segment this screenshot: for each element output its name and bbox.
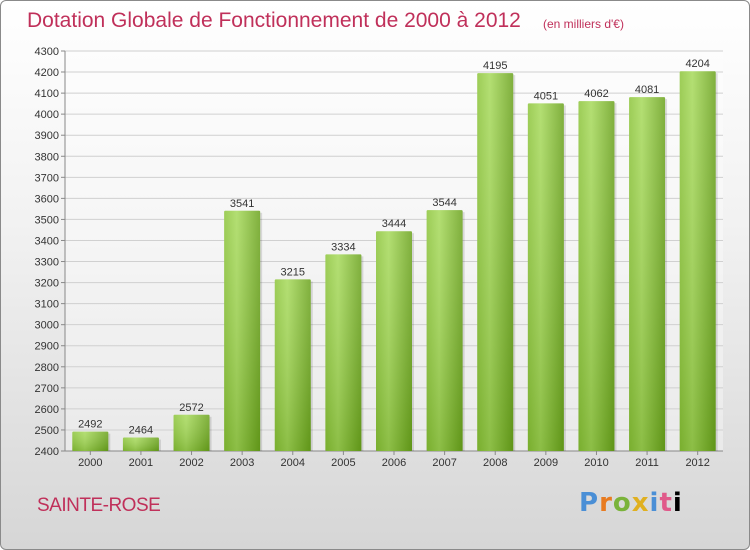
bar-shade xyxy=(376,231,412,451)
y-tick-label: 3300 xyxy=(35,257,59,269)
data-label-2003: 3541 xyxy=(230,198,254,210)
x-tick-label-2000: 2000 xyxy=(78,457,102,469)
chart-title: Dotation Globale de Fonctionnement de 20… xyxy=(27,9,521,32)
bar-shade xyxy=(477,73,514,452)
bar-shade xyxy=(629,97,666,452)
bar-shade xyxy=(426,210,463,451)
x-tick-label-2005: 2005 xyxy=(331,457,355,469)
y-tick-label: 3900 xyxy=(35,130,59,142)
x-tick-label-2012: 2012 xyxy=(685,457,709,469)
x-tick-label-2006: 2006 xyxy=(382,457,406,469)
y-tick-label: 3400 xyxy=(35,235,59,247)
y-tick-label: 3800 xyxy=(35,151,59,163)
y-tick-label: 2900 xyxy=(35,341,59,353)
data-label-2009: 4051 xyxy=(534,90,558,102)
chart-subtitle: (en milliers d'€) xyxy=(543,17,624,31)
y-tick-label: 2800 xyxy=(35,362,59,374)
x-tick-label-2002: 2002 xyxy=(179,457,203,469)
data-label-2011: 4081 xyxy=(635,84,659,96)
x-tick-label-2010: 2010 xyxy=(584,457,608,469)
bar-shade xyxy=(325,254,362,451)
y-tick-label: 4100 xyxy=(35,88,59,100)
y-tick-label: 2500 xyxy=(35,425,59,437)
y-tick-label: 3000 xyxy=(35,320,59,332)
y-tick-label: 4200 xyxy=(35,67,59,79)
x-tick-label-2009: 2009 xyxy=(534,457,558,469)
data-label-2002: 2572 xyxy=(179,402,203,414)
data-label-2001: 2464 xyxy=(129,425,153,437)
bar-chart: 2400 2500 2600 2700 2800 2900 3000 3100 3200 3300… xyxy=(35,46,723,469)
y-tick-label: 3700 xyxy=(35,172,59,184)
y-tick-label: 3600 xyxy=(35,193,59,205)
y-tick-label: 3100 xyxy=(35,299,59,311)
x-tick-label-2011: 2011 xyxy=(635,457,659,469)
data-label-2005: 3334 xyxy=(331,241,355,253)
data-label-2006: 3444 xyxy=(382,218,406,230)
y-tick-label: 4000 xyxy=(35,109,59,121)
x-tick-label-2007: 2007 xyxy=(432,457,456,469)
y-tick-label: 2400 xyxy=(35,446,59,458)
x-tick-label-2003: 2003 xyxy=(230,457,254,469)
commune-name: SAINTE-ROSE xyxy=(37,495,161,516)
data-label-2007: 3544 xyxy=(432,197,456,209)
data-label-2008: 4195 xyxy=(483,60,507,72)
bar-shade xyxy=(122,437,159,451)
bar-shade xyxy=(224,210,261,451)
proxiti-logo: Proxiti xyxy=(579,488,683,518)
bar-shade xyxy=(679,71,716,452)
data-label-2010: 4062 xyxy=(584,88,608,100)
bar-shade xyxy=(527,103,564,451)
y-tick-label: 4300 xyxy=(35,46,59,58)
x-tick-label-2001: 2001 xyxy=(129,457,153,469)
bar-shade xyxy=(274,279,311,451)
y-tick-label: 3200 xyxy=(35,278,59,290)
bar-shade xyxy=(72,431,109,451)
y-tick-label: 2600 xyxy=(35,404,59,416)
data-label-2000: 2492 xyxy=(78,419,102,431)
x-tick-label-2004: 2004 xyxy=(281,457,305,469)
data-label-2004: 3215 xyxy=(281,266,305,278)
data-label-2012: 4204 xyxy=(685,58,709,70)
y-tick-label: 3500 xyxy=(35,214,59,226)
x-tick-label-2008: 2008 xyxy=(483,457,507,469)
y-tick-label: 2700 xyxy=(35,383,59,395)
bar-shade xyxy=(578,101,615,452)
bar-shade xyxy=(173,414,210,451)
